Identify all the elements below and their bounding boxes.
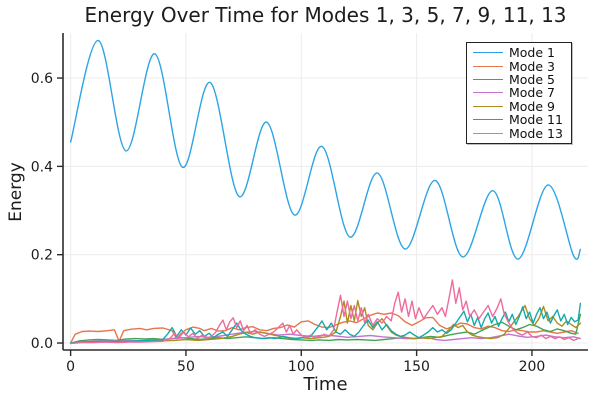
series-line-mode-13 [69, 279, 579, 345]
legend: Mode 1 Mode 3 Mode 5 Mode 7 Mode 9 Mode 11 Mod… [466, 42, 572, 144]
chart-title: Energy Over Time for Modes 1, 3, 5, 7, 9… [84, 3, 567, 27]
x-tick-label: 100 [288, 359, 315, 375]
x-tick-label: 0 [66, 359, 75, 375]
legend-label: Mode 1 [509, 45, 555, 61]
y-tick-label: 0.2 [31, 248, 53, 264]
legend-label: Mode 11 [509, 112, 563, 128]
legend-label: Mode 3 [509, 58, 555, 74]
legend-line-swatch [473, 65, 503, 67]
legend-line-swatch [473, 52, 503, 54]
series-line-mode-3 [69, 312, 579, 344]
legend-item-mode-3: Mode 3 [473, 58, 563, 74]
y-tick-label: 0.0 [31, 336, 53, 352]
y-tick-label: 0.6 [31, 71, 53, 87]
legend-item-mode-9: Mode 9 [473, 100, 563, 113]
legend-label: Mode 9 [509, 98, 555, 114]
x-axis-label: Time [303, 374, 348, 395]
legend-label: Mode 13 [509, 125, 563, 141]
series-line-mode-9 [69, 299, 582, 344]
legend-item-mode-13: Mode 13 [473, 125, 563, 141]
legend-item-mode-1: Mode 1 [473, 46, 563, 59]
series-line-mode-1 [69, 39, 582, 260]
legend-item-mode-7: Mode 7 [473, 86, 563, 99]
legend-line-swatch [473, 132, 503, 134]
legend-line-swatch [473, 119, 503, 121]
legend-line-swatch [473, 78, 503, 80]
x-tick-label: 50 [177, 359, 195, 375]
x-tick-label: 200 [519, 359, 546, 375]
legend-label: Mode 7 [509, 85, 555, 101]
x-tick-label: 150 [403, 359, 430, 375]
legend-line-swatch [473, 105, 503, 107]
legend-item-mode-5: Mode 5 [473, 73, 563, 86]
legend-label: Mode 5 [509, 71, 555, 87]
y-tick-label: 0.4 [31, 159, 53, 175]
legend-line-swatch [473, 92, 503, 94]
series-line-mode-11 [69, 302, 582, 344]
legend-item-mode-11: Mode 11 [473, 113, 563, 126]
